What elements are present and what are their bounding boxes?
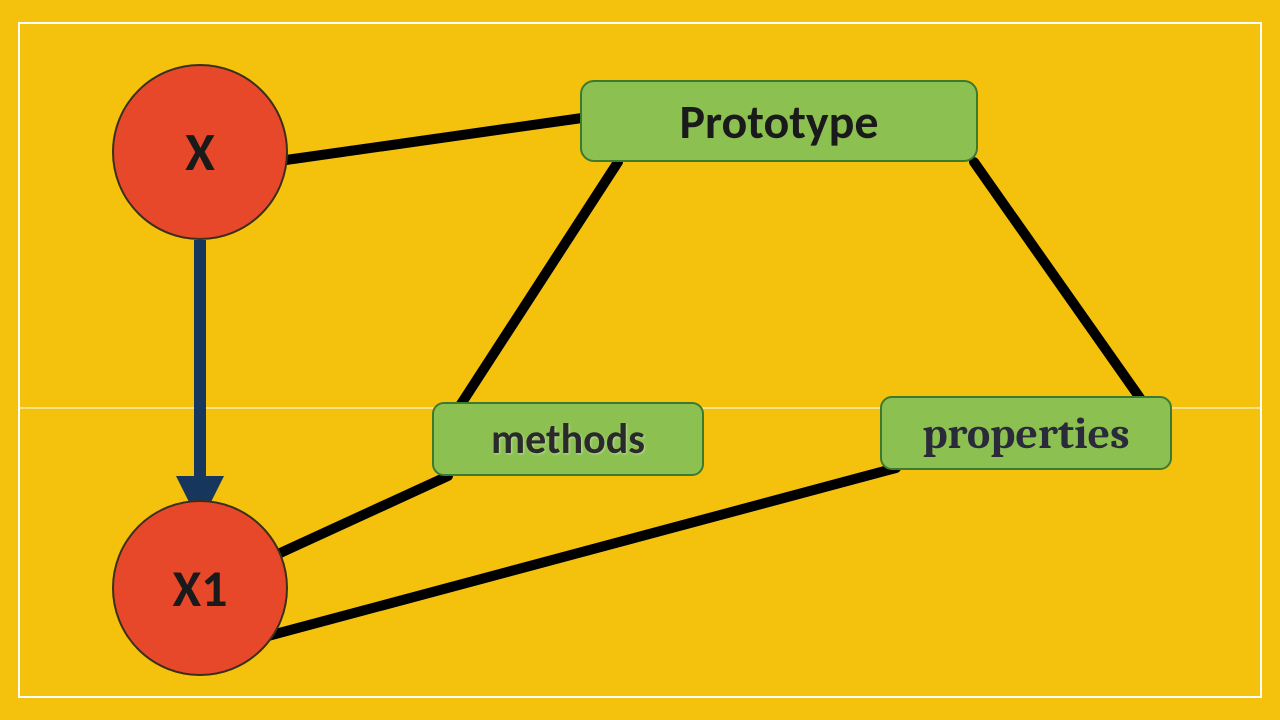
node-prototype-label: Prototype [679, 92, 878, 151]
node-x1-label: X1 [173, 556, 228, 620]
node-properties-label: properties [922, 408, 1129, 459]
node-x: X [112, 64, 288, 240]
node-properties: properties [880, 396, 1172, 470]
node-x-label: X [185, 119, 215, 185]
node-methods: methods [432, 402, 704, 476]
node-prototype: Prototype [580, 80, 978, 162]
node-methods-label: methods [491, 414, 645, 465]
node-x1: X1 [112, 500, 288, 676]
